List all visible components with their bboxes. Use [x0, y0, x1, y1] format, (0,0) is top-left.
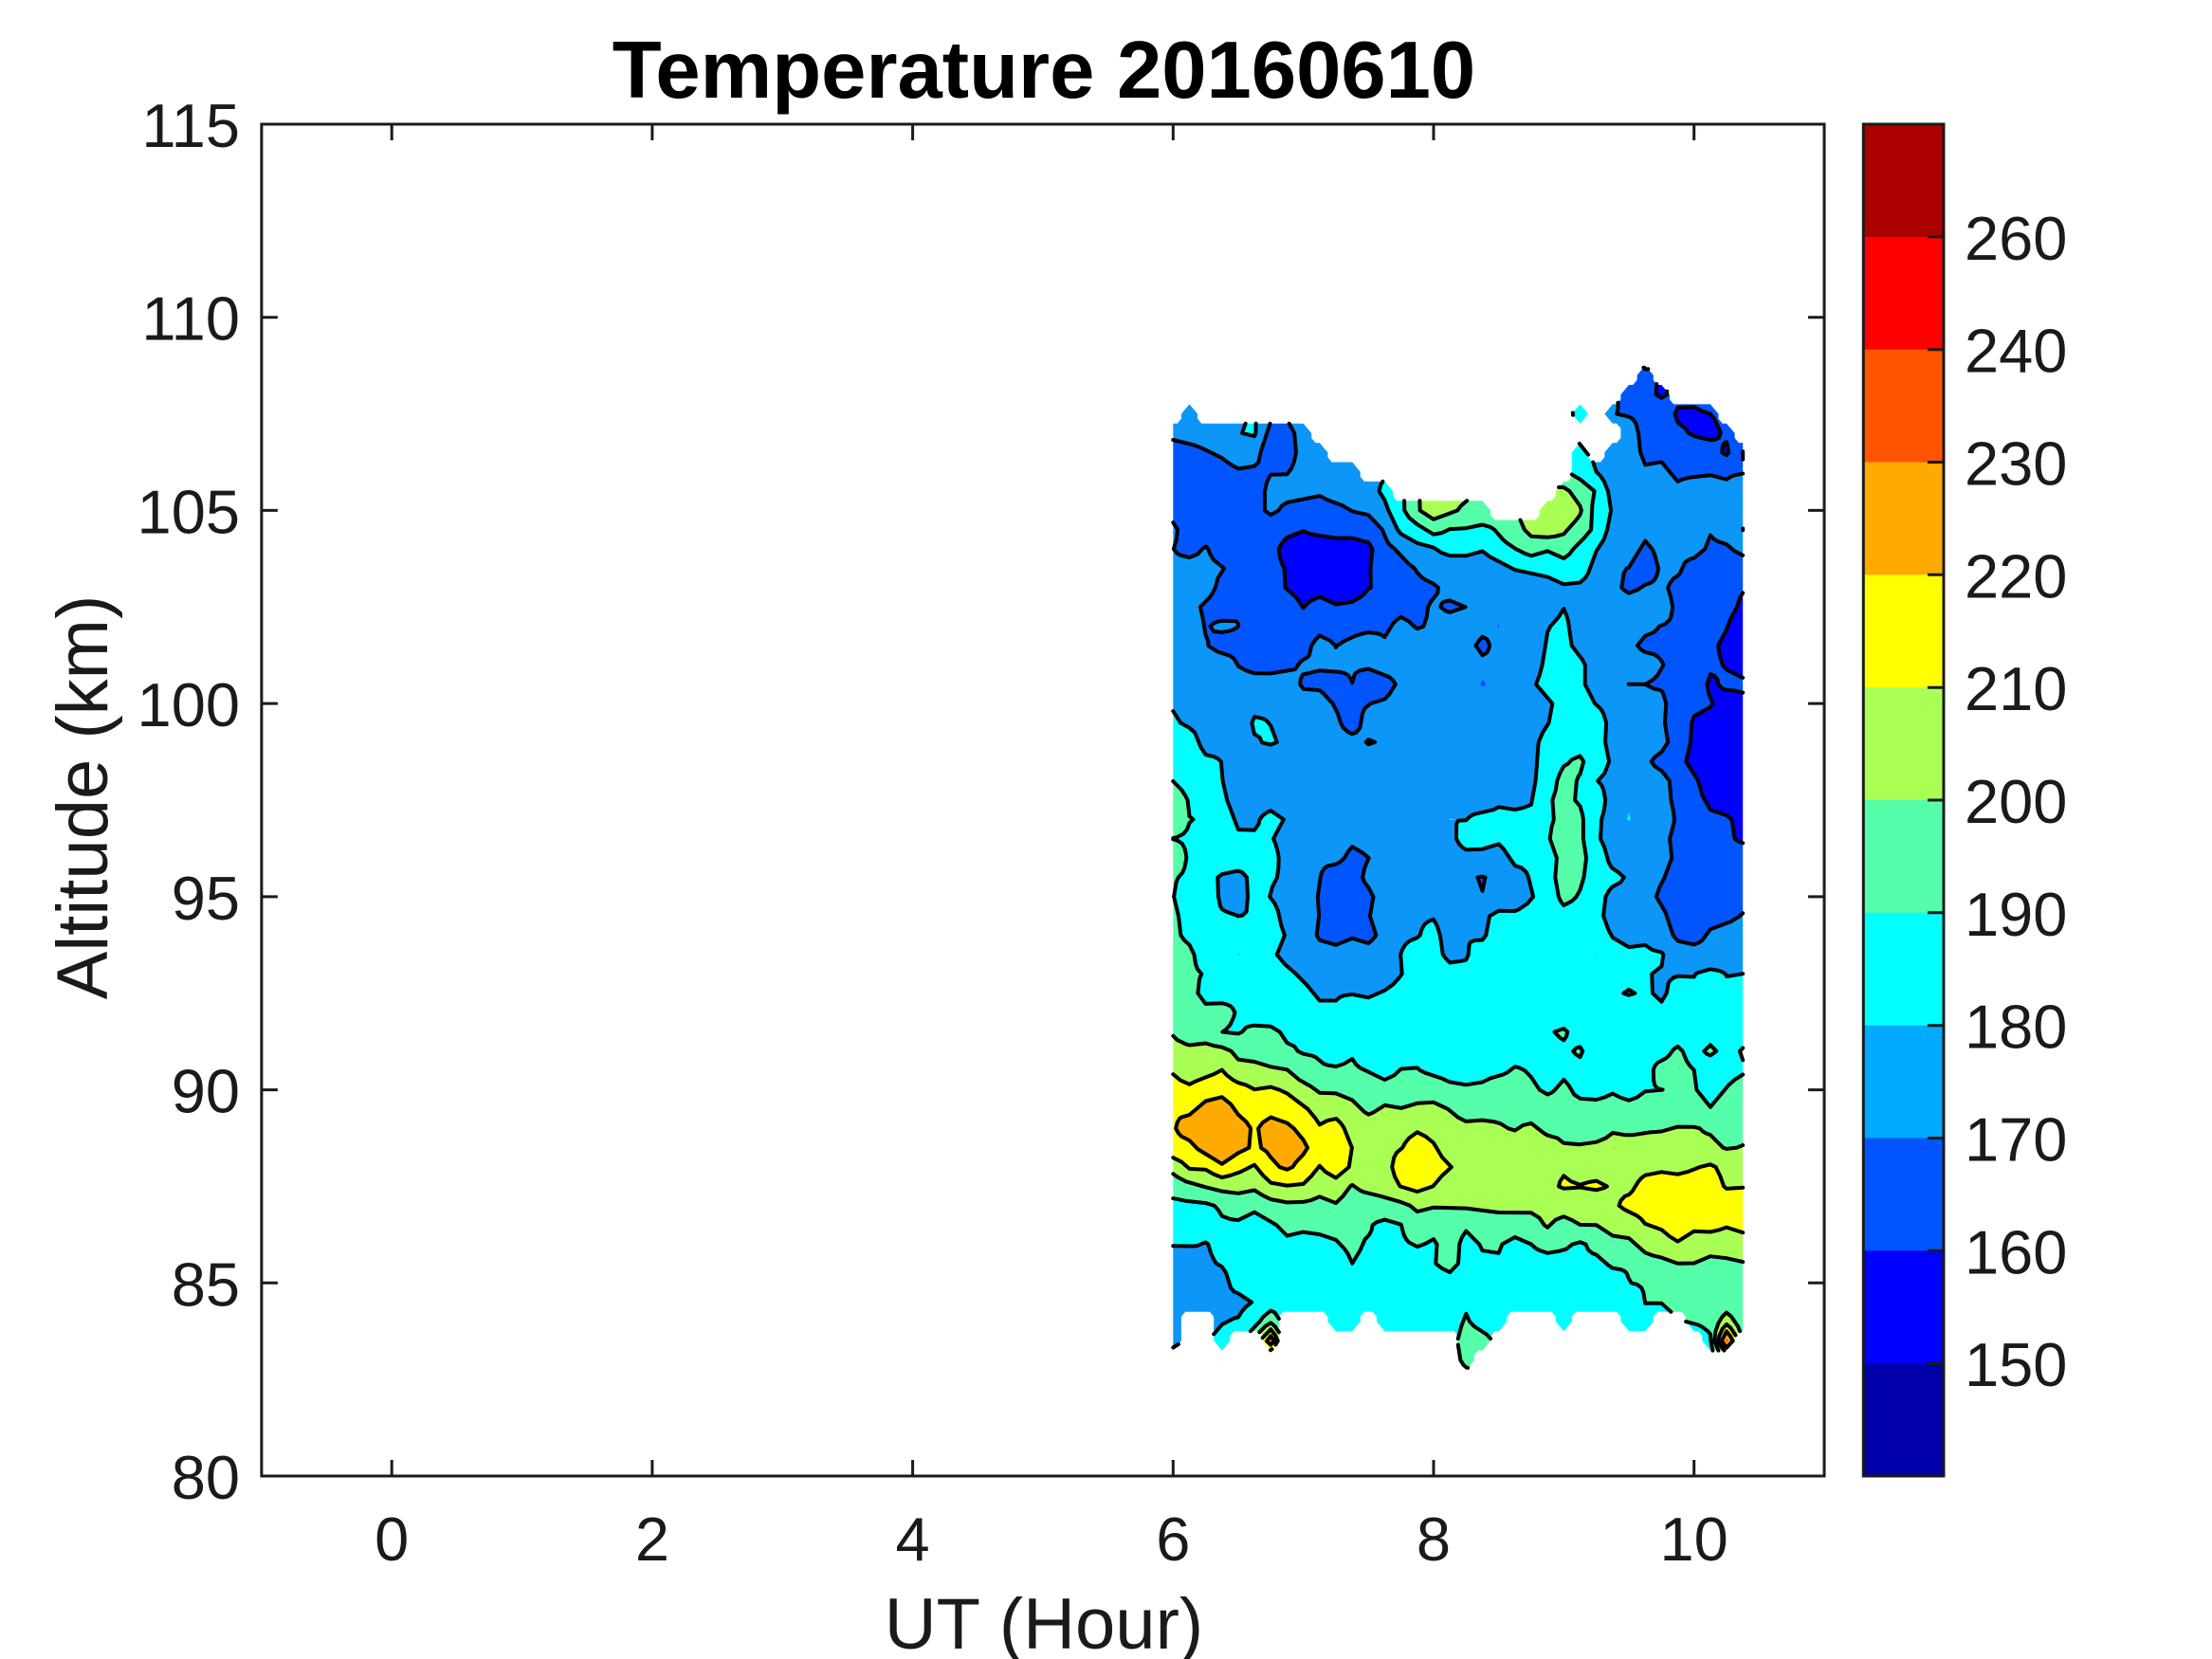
svg-text:0: 0	[375, 1504, 409, 1574]
svg-text:UT (Hour): UT (Hour)	[885, 1584, 1203, 1659]
svg-text:220: 220	[1965, 541, 2067, 611]
svg-text:170: 170	[1965, 1105, 2067, 1175]
svg-text:210: 210	[1965, 654, 2067, 723]
svg-text:2: 2	[635, 1504, 669, 1574]
svg-text:180: 180	[1965, 993, 2067, 1062]
svg-text:100: 100	[137, 670, 240, 739]
svg-text:90: 90	[172, 1057, 240, 1126]
svg-text:110: 110	[141, 284, 240, 354]
svg-text:200: 200	[1965, 767, 2067, 836]
svg-text:85: 85	[172, 1249, 240, 1319]
svg-text:80: 80	[172, 1443, 240, 1512]
svg-text:230: 230	[1965, 429, 2067, 499]
svg-text:105: 105	[137, 477, 240, 546]
svg-text:4: 4	[896, 1504, 930, 1574]
svg-text:8: 8	[1417, 1504, 1451, 1574]
svg-text:240: 240	[1965, 317, 2067, 386]
svg-text:115: 115	[141, 91, 240, 160]
svg-text:Altitude (km): Altitude (km)	[43, 595, 123, 1000]
svg-text:190: 190	[1965, 880, 2067, 949]
svg-text:10: 10	[1660, 1504, 1728, 1574]
svg-text:Temperature 20160610: Temperature 20160610	[612, 26, 1475, 116]
svg-text:260: 260	[1965, 204, 2067, 273]
svg-text:95: 95	[172, 864, 240, 933]
svg-text:6: 6	[1156, 1504, 1190, 1574]
svg-text:150: 150	[1965, 1330, 2067, 1399]
svg-text:160: 160	[1965, 1217, 2067, 1286]
